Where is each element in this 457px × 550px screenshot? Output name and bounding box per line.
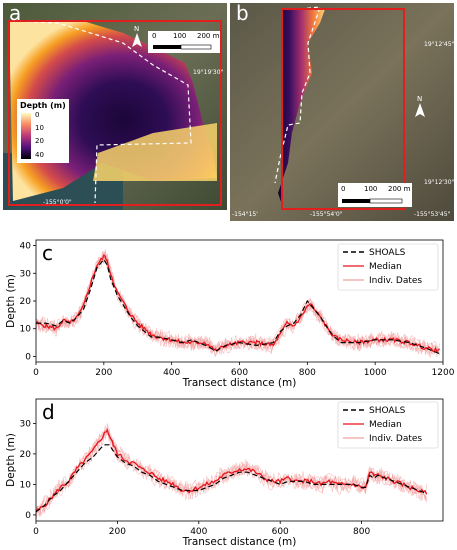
y-tick-label: 30 bbox=[20, 269, 32, 279]
median-line bbox=[35, 254, 440, 353]
north-arrow-icon-b bbox=[415, 103, 425, 117]
north-arrow-icon bbox=[132, 33, 142, 47]
panel-a: a Depth (m) 0 10 20 40 0 100 200 m N 19°… bbox=[3, 1, 227, 210]
panel-a-letter: a bbox=[9, 1, 22, 25]
scalebar-b-label-200: 200 m bbox=[388, 185, 411, 193]
y-tick-label: 40 bbox=[20, 242, 32, 252]
extent-box-b bbox=[281, 8, 405, 210]
chart-c: 0 200 400 600 800 1000 1200 0 10 20 30 40 Transect d… bbox=[5, 239, 455, 389]
north-label-b: N bbox=[417, 95, 423, 103]
coord-b-mid: 19°12'30" bbox=[424, 179, 455, 186]
depth-raster-b bbox=[278, 9, 325, 205]
scalebar-label-0: 0 bbox=[152, 32, 157, 40]
y-tick-label: 20 bbox=[20, 450, 32, 460]
y-tick-label: 20 bbox=[20, 297, 32, 307]
x-tick-label: 1200 bbox=[432, 368, 455, 378]
survey-boundary bbox=[12, 20, 192, 204]
north-label: N bbox=[134, 25, 140, 33]
colorbar-tick-20: 20 bbox=[35, 137, 44, 145]
y-tick-label: 0 bbox=[25, 511, 31, 521]
scalebar-label-100: 100 bbox=[173, 32, 187, 40]
x-tick-label: 0 bbox=[33, 368, 39, 378]
legend-label: SHOALS bbox=[369, 406, 406, 416]
colorbar-tick-0: 0 bbox=[35, 111, 40, 119]
x-tick-label: 600 bbox=[272, 527, 289, 537]
x-tick-label: 200 bbox=[109, 527, 126, 537]
x-tick-label: 800 bbox=[353, 527, 370, 537]
colorbar bbox=[21, 113, 31, 159]
median-line bbox=[35, 427, 428, 513]
scalebar-b-label-0: 0 bbox=[341, 185, 346, 193]
legend-box bbox=[337, 243, 439, 291]
x-axis-label: Transect distance (m) bbox=[182, 536, 297, 548]
panel-b-map bbox=[230, 3, 454, 221]
shoals-line bbox=[35, 444, 427, 513]
colorbar-tick-10: 10 bbox=[35, 124, 44, 132]
coord-b-top: 19°12'45" bbox=[424, 41, 455, 48]
x-tick-label: 600 bbox=[231, 368, 248, 378]
scalebar-b-label-100: 100 bbox=[364, 185, 378, 193]
y-tick-label: 10 bbox=[20, 480, 32, 490]
legend-box bbox=[337, 401, 439, 449]
x-axis-label: Transect distance (m) bbox=[182, 377, 297, 389]
legend-label: Median bbox=[369, 420, 402, 430]
panel-a-map bbox=[3, 3, 227, 210]
x-tick-label: 0 bbox=[33, 527, 39, 537]
plot-frame bbox=[35, 398, 444, 522]
y-axis-label: Depth (m) bbox=[5, 433, 17, 487]
legend: SHOALS Median Indiv. Dates bbox=[337, 243, 439, 291]
colorbar-title: Depth (m) bbox=[20, 101, 66, 110]
x-tick-label: 400 bbox=[163, 368, 180, 378]
y-tick-label: 30 bbox=[20, 419, 32, 429]
indiv-dates-line bbox=[35, 426, 427, 517]
coord-label-top: 19°19'30" bbox=[193, 69, 224, 76]
x-tick-label: 200 bbox=[95, 368, 112, 378]
panel-letter: c bbox=[42, 241, 53, 265]
y-axis-label: Depth (m) bbox=[5, 274, 17, 328]
legend-label: Indiv. Dates bbox=[369, 276, 422, 286]
y-tick-label: 10 bbox=[20, 325, 32, 335]
scalebar-label-200: 200 m bbox=[197, 32, 220, 40]
x-tick-label: 1000 bbox=[364, 368, 387, 378]
coord-b-bottom-left: -154°15' bbox=[232, 211, 258, 218]
legend: SHOALS Median Indiv. Dates bbox=[337, 401, 439, 449]
coord-label-bottom: -155°0'0" bbox=[43, 199, 72, 206]
x-tick-label: 800 bbox=[299, 368, 316, 378]
panel-b-letter: b bbox=[236, 1, 249, 25]
legend-label: Indiv. Dates bbox=[369, 434, 422, 444]
coord-b-bottom-right: -155°53'45" bbox=[414, 211, 451, 218]
colorbar-tick-40: 40 bbox=[35, 151, 44, 159]
legend-label: SHOALS bbox=[369, 248, 406, 258]
legend-label: Median bbox=[369, 262, 402, 272]
extent-box bbox=[8, 20, 222, 206]
shoals-line bbox=[36, 258, 440, 355]
panel-b: b 0 100 200 m N 19°12'45" 19°12'30" -154… bbox=[230, 1, 455, 221]
indiv-dates-line bbox=[35, 251, 440, 358]
x-tick-label: 400 bbox=[190, 527, 207, 537]
chart-d: 0 200 400 600 800 0 10 20 30 Transect distance (m… bbox=[5, 398, 444, 548]
panel-letter: d bbox=[42, 400, 55, 424]
coord-b-bottom-mid: -155°54'0" bbox=[310, 211, 343, 218]
y-tick-label: 0 bbox=[25, 352, 31, 362]
